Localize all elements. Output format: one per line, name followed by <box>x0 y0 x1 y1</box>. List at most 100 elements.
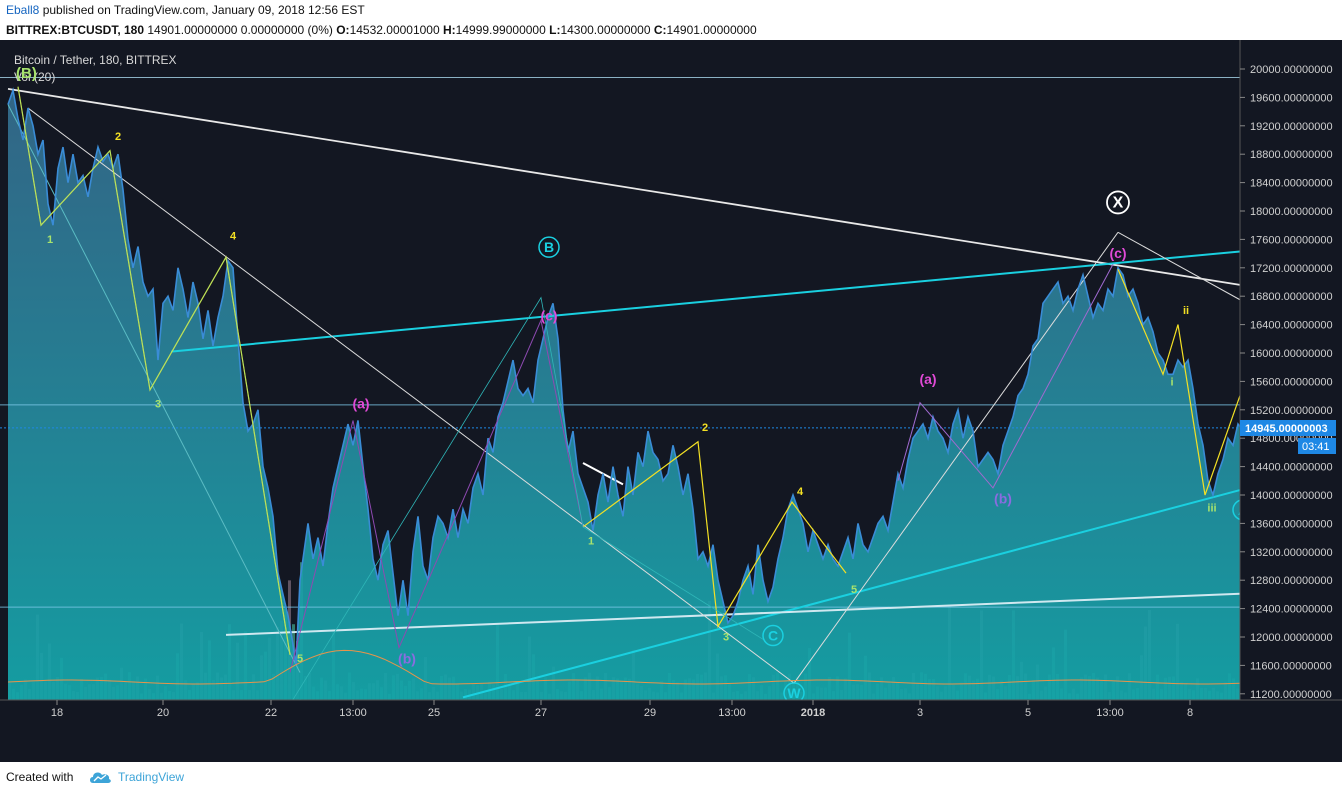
footer: Created with TradingView <box>0 762 1342 795</box>
diagonal-guide-line <box>7 104 301 673</box>
wave-label-green: 5 <box>297 653 303 665</box>
wave-label-purple: (b) <box>994 491 1012 507</box>
symbol-ohlc-line: BITTREX:BTCUSDT, 180 14901.00000000 0.00… <box>0 20 1342 40</box>
correction-abc-line <box>289 318 584 673</box>
wave-label-yellow: 4 <box>230 230 237 242</box>
time-tick-label: 8 <box>1187 707 1193 719</box>
time-tick-label: 5 <box>1025 707 1031 719</box>
time-tick-label: 20 <box>157 707 169 719</box>
price-tick-label: 18800.00000000 <box>1250 149 1333 161</box>
impulse-wave-1-green <box>17 86 291 655</box>
price-tick-label: 18000.00000000 <box>1250 206 1333 218</box>
low-label: L: <box>549 23 561 37</box>
time-tick-label: 18 <box>51 707 63 719</box>
created-with-text: Created with <box>6 770 74 784</box>
second-abc-line <box>897 264 1114 489</box>
time-tick-label: 25 <box>428 707 440 719</box>
price-tick-label: 17600.00000000 <box>1250 234 1333 246</box>
wave-label-purple: (b) <box>398 650 416 666</box>
price-tick-label: 16800.00000000 <box>1250 291 1333 303</box>
wave-label-white: X <box>1113 194 1124 211</box>
price-tick-label: 11200.00000000 <box>1250 689 1332 701</box>
wave-label-cyan: B <box>544 239 554 255</box>
horizontal-reference-lines <box>0 77 1240 608</box>
last-price-tag: 14945.00000003 03:41 <box>1240 420 1336 454</box>
high-label: H: <box>443 23 456 37</box>
wave-label-magenta: (c) <box>540 307 557 323</box>
price-tick-label: 12400.00000000 <box>1250 604 1333 616</box>
wave-circle-cyan <box>762 624 784 647</box>
wave-w-guide-line <box>27 107 795 684</box>
time-tick-label: 29 <box>644 707 656 719</box>
time-tick-label: 13:00 <box>1096 707 1124 719</box>
wave-label-green: 1 <box>47 234 53 246</box>
wave-label-yellow: ii <box>1183 305 1189 317</box>
wave-label-magenta: (c) <box>1109 245 1126 261</box>
resistance-trendline <box>7 87 1241 286</box>
time-axis[interactable]: 18 20 22 13:00 25 27 29 13:00 2018 3 5 13:00 8 <box>51 700 1193 719</box>
price-tick-label: 11600.00000000 <box>1250 660 1332 672</box>
wave-label-magenta: (a) <box>352 395 369 411</box>
wave-label-green: iii <box>1207 502 1216 514</box>
abc-outline-line <box>289 296 766 705</box>
price-tick-label: 17200.00000000 <box>1250 263 1333 275</box>
impulse-wave-2-yellow <box>582 440 847 629</box>
wave-label-magenta: (a) <box>919 371 936 387</box>
volume-indicator-label: Vol (20) <box>14 70 55 84</box>
price-tick-label: 15600.00000000 <box>1250 376 1333 388</box>
bar-countdown: 03:41 <box>1302 441 1330 453</box>
wave-label-yellow: 2 <box>115 131 121 143</box>
price-tick-label: 15200.00000000 <box>1250 405 1333 417</box>
time-tick-label: 27 <box>535 707 547 719</box>
close-label: C: <box>653 23 667 37</box>
author-link[interactable]: Eball8 <box>6 3 40 17</box>
low-value: 14300.00000000 <box>560 23 651 37</box>
published-text: published on TradingView.com, January 09… <box>39 3 365 17</box>
volume-ma-line <box>7 649 1241 685</box>
wave-label-green: 3 <box>723 632 729 644</box>
price-tick-label: 14000.00000000 <box>1250 490 1333 502</box>
close-value: 14901.00000000 <box>666 23 757 37</box>
price-axis-bg <box>1240 40 1342 762</box>
price-chart[interactable]: 2424iiiv135135iiii(a)(c)(a)(c)(b)(b)ABCW… <box>0 40 1342 762</box>
price-line <box>7 87 1249 666</box>
high-value: 14999.99000000 <box>455 23 546 37</box>
wave-circle-cyan <box>538 236 560 258</box>
price-tick-label: 18400.00000000 <box>1250 178 1333 190</box>
time-tick-label: 22 <box>265 707 277 719</box>
last-price-value: 14945.00000003 <box>1245 423 1328 435</box>
wave-label-green: i <box>1170 377 1173 389</box>
price-tick-label: 16400.00000000 <box>1250 320 1333 332</box>
wave-x-guide-line <box>793 232 1119 684</box>
time-tick-label: 13:00 <box>339 707 367 719</box>
price-tick-label: 16000.00000000 <box>1250 348 1333 360</box>
time-axis-bg <box>0 700 1342 762</box>
publication-header: Eball8 published on TradingView.com, Jan… <box>0 0 1342 20</box>
wave-label-green: 5 <box>851 584 857 596</box>
time-tick-label: 13:00 <box>718 707 746 719</box>
wave-circle-white <box>1106 190 1130 215</box>
price-tick-label: 13600.00000000 <box>1250 518 1333 530</box>
open-value: 14532.00001000 <box>349 23 440 37</box>
symbol-label: BITTREX:BTCUSDT, 180 <box>6 23 145 37</box>
impulse-wave-3-yellow <box>1117 268 1241 496</box>
wave-x-down-line <box>1117 231 1241 301</box>
price-tick-label: 12800.00000000 <box>1250 575 1333 587</box>
price-tick-label: 14400.00000000 <box>1250 462 1333 474</box>
wave-label-cyan: C <box>768 628 778 644</box>
wave-label-yellow: 4 <box>797 486 804 498</box>
elliott-wave-lines <box>17 86 1241 705</box>
channel-upper-line <box>170 250 1241 353</box>
wave-label-green: 3 <box>155 399 161 411</box>
price-tick-label: 20000.00000000 <box>1250 64 1333 76</box>
open-label: O: <box>336 23 350 37</box>
tradingview-link[interactable]: TradingView <box>118 770 185 784</box>
price-tick-label: 19200.00000000 <box>1250 121 1333 133</box>
wave-label-yellow: 2 <box>702 422 708 434</box>
change-text: 14901.00000000 0.00000000 (0%) <box>147 23 333 37</box>
price-area <box>8 90 1248 701</box>
price-tick-label: 19600.00000000 <box>1250 92 1333 104</box>
time-tick-label: 2018 <box>801 707 825 719</box>
channel-lower-line <box>462 489 1241 699</box>
price-tick-label: 12000.00000000 <box>1250 632 1333 644</box>
